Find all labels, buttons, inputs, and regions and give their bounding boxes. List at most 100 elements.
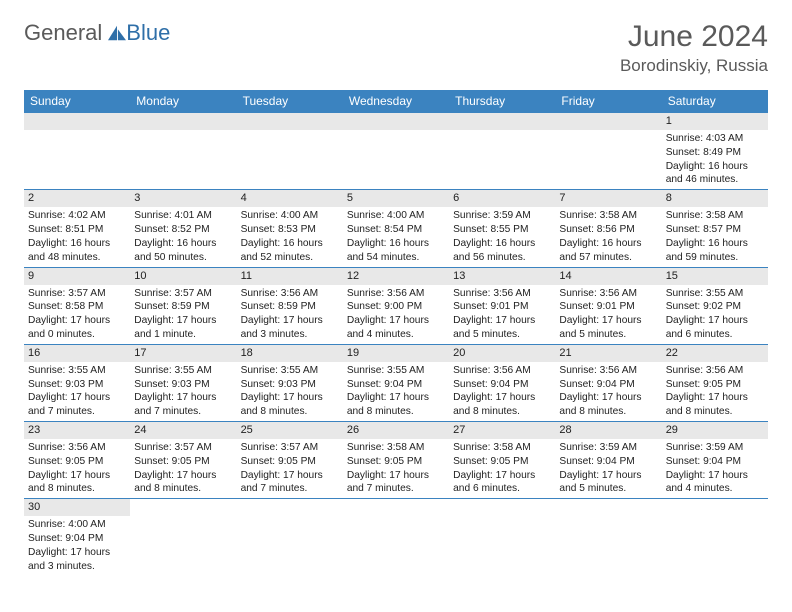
empty-day-bar [237,113,343,130]
day-number: 5 [343,190,449,207]
weekday-header: Sunday [24,90,130,113]
calendar-day-cell: 3Sunrise: 4:01 AMSunset: 8:52 PMDaylight… [130,190,236,267]
calendar-day-cell: 30Sunrise: 4:00 AMSunset: 9:04 PMDayligh… [24,499,130,576]
calendar-week-row: 23Sunrise: 3:56 AMSunset: 9:05 PMDayligh… [24,422,768,499]
day-details: Sunrise: 3:58 AMSunset: 9:05 PMDaylight:… [449,439,555,498]
calendar-week-row: 30Sunrise: 4:00 AMSunset: 9:04 PMDayligh… [24,499,768,576]
day-details: Sunrise: 4:03 AMSunset: 8:49 PMDaylight:… [662,130,768,189]
calendar-day-cell: 12Sunrise: 3:56 AMSunset: 9:00 PMDayligh… [343,267,449,344]
day-details: Sunrise: 3:57 AMSunset: 8:59 PMDaylight:… [130,285,236,344]
day-number: 6 [449,190,555,207]
day-details: Sunrise: 3:57 AMSunset: 9:05 PMDaylight:… [130,439,236,498]
day-number: 12 [343,268,449,285]
day-number: 3 [130,190,236,207]
day-number: 19 [343,345,449,362]
calendar-day-cell [24,113,130,190]
day-number: 7 [555,190,661,207]
calendar-day-cell: 8Sunrise: 3:58 AMSunset: 8:57 PMDaylight… [662,190,768,267]
day-details: Sunrise: 4:02 AMSunset: 8:51 PMDaylight:… [24,207,130,266]
day-details: Sunrise: 3:56 AMSunset: 8:59 PMDaylight:… [237,285,343,344]
logo: General Blue [24,20,170,46]
day-number: 23 [24,422,130,439]
day-details: Sunrise: 3:57 AMSunset: 8:58 PMDaylight:… [24,285,130,344]
calendar-day-cell: 29Sunrise: 3:59 AMSunset: 9:04 PMDayligh… [662,422,768,499]
day-number: 10 [130,268,236,285]
day-details: Sunrise: 3:58 AMSunset: 8:56 PMDaylight:… [555,207,661,266]
day-details: Sunrise: 4:00 AMSunset: 8:53 PMDaylight:… [237,207,343,266]
weekday-header: Wednesday [343,90,449,113]
month-title: June 2024 [620,20,768,54]
calendar-day-cell [237,113,343,190]
weekday-header: Tuesday [237,90,343,113]
day-number: 13 [449,268,555,285]
calendar-day-cell: 2Sunrise: 4:02 AMSunset: 8:51 PMDaylight… [24,190,130,267]
day-details: Sunrise: 3:59 AMSunset: 9:04 PMDaylight:… [662,439,768,498]
day-details: Sunrise: 3:56 AMSunset: 9:04 PMDaylight:… [555,362,661,421]
title-block: June 2024 Borodinskiy, Russia [620,20,768,76]
calendar-day-cell [343,499,449,576]
calendar-day-cell [662,499,768,576]
calendar-day-cell [449,113,555,190]
empty-day-bar [343,113,449,130]
calendar-day-cell [449,499,555,576]
calendar-day-cell: 1Sunrise: 4:03 AMSunset: 8:49 PMDaylight… [662,113,768,190]
page-header: General Blue June 2024 Borodinskiy, Russ… [24,20,768,76]
day-number: 17 [130,345,236,362]
day-details: Sunrise: 3:58 AMSunset: 8:57 PMDaylight:… [662,207,768,266]
logo-text-2: Blue [126,20,170,46]
day-number: 30 [24,499,130,516]
day-details: Sunrise: 3:55 AMSunset: 9:03 PMDaylight:… [237,362,343,421]
day-details: Sunrise: 3:56 AMSunset: 9:05 PMDaylight:… [24,439,130,498]
calendar-day-cell: 15Sunrise: 3:55 AMSunset: 9:02 PMDayligh… [662,267,768,344]
day-number: 14 [555,268,661,285]
calendar-day-cell [130,499,236,576]
empty-day-bar [555,113,661,130]
calendar-week-row: 2Sunrise: 4:02 AMSunset: 8:51 PMDaylight… [24,190,768,267]
day-number: 28 [555,422,661,439]
calendar-day-cell: 16Sunrise: 3:55 AMSunset: 9:03 PMDayligh… [24,344,130,421]
weekday-header: Saturday [662,90,768,113]
empty-day-bar [24,113,130,130]
calendar-day-cell: 14Sunrise: 3:56 AMSunset: 9:01 PMDayligh… [555,267,661,344]
calendar-week-row: 16Sunrise: 3:55 AMSunset: 9:03 PMDayligh… [24,344,768,421]
weekday-header: Thursday [449,90,555,113]
day-details: Sunrise: 3:55 AMSunset: 9:04 PMDaylight:… [343,362,449,421]
calendar-day-cell: 19Sunrise: 3:55 AMSunset: 9:04 PMDayligh… [343,344,449,421]
calendar-day-cell: 25Sunrise: 3:57 AMSunset: 9:05 PMDayligh… [237,422,343,499]
logo-text-1: General [24,20,102,46]
calendar-day-cell: 23Sunrise: 3:56 AMSunset: 9:05 PMDayligh… [24,422,130,499]
day-details: Sunrise: 3:56 AMSunset: 9:01 PMDaylight:… [555,285,661,344]
calendar-day-cell: 7Sunrise: 3:58 AMSunset: 8:56 PMDaylight… [555,190,661,267]
day-details: Sunrise: 3:56 AMSunset: 9:00 PMDaylight:… [343,285,449,344]
day-number: 2 [24,190,130,207]
calendar-day-cell: 5Sunrise: 4:00 AMSunset: 8:54 PMDaylight… [343,190,449,267]
calendar-day-cell: 6Sunrise: 3:59 AMSunset: 8:55 PMDaylight… [449,190,555,267]
day-number: 27 [449,422,555,439]
calendar-day-cell: 4Sunrise: 4:00 AMSunset: 8:53 PMDaylight… [237,190,343,267]
weekday-header-row: Sunday Monday Tuesday Wednesday Thursday… [24,90,768,113]
calendar-day-cell: 10Sunrise: 3:57 AMSunset: 8:59 PMDayligh… [130,267,236,344]
calendar-week-row: 9Sunrise: 3:57 AMSunset: 8:58 PMDaylight… [24,267,768,344]
calendar-day-cell [343,113,449,190]
calendar-day-cell [555,499,661,576]
calendar-day-cell: 9Sunrise: 3:57 AMSunset: 8:58 PMDaylight… [24,267,130,344]
weekday-header: Friday [555,90,661,113]
day-number: 4 [237,190,343,207]
calendar-day-cell: 28Sunrise: 3:59 AMSunset: 9:04 PMDayligh… [555,422,661,499]
calendar-day-cell [130,113,236,190]
day-details: Sunrise: 4:00 AMSunset: 9:04 PMDaylight:… [24,516,130,575]
calendar-day-cell: 21Sunrise: 3:56 AMSunset: 9:04 PMDayligh… [555,344,661,421]
calendar-day-cell: 18Sunrise: 3:55 AMSunset: 9:03 PMDayligh… [237,344,343,421]
day-number: 15 [662,268,768,285]
day-details: Sunrise: 4:01 AMSunset: 8:52 PMDaylight:… [130,207,236,266]
day-number: 16 [24,345,130,362]
day-details: Sunrise: 4:00 AMSunset: 8:54 PMDaylight:… [343,207,449,266]
empty-day-bar [449,113,555,130]
day-number: 22 [662,345,768,362]
day-number: 26 [343,422,449,439]
day-details: Sunrise: 3:55 AMSunset: 9:03 PMDaylight:… [24,362,130,421]
calendar-day-cell: 24Sunrise: 3:57 AMSunset: 9:05 PMDayligh… [130,422,236,499]
day-details: Sunrise: 3:59 AMSunset: 8:55 PMDaylight:… [449,207,555,266]
day-details: Sunrise: 3:56 AMSunset: 9:01 PMDaylight:… [449,285,555,344]
calendar-day-cell: 26Sunrise: 3:58 AMSunset: 9:05 PMDayligh… [343,422,449,499]
